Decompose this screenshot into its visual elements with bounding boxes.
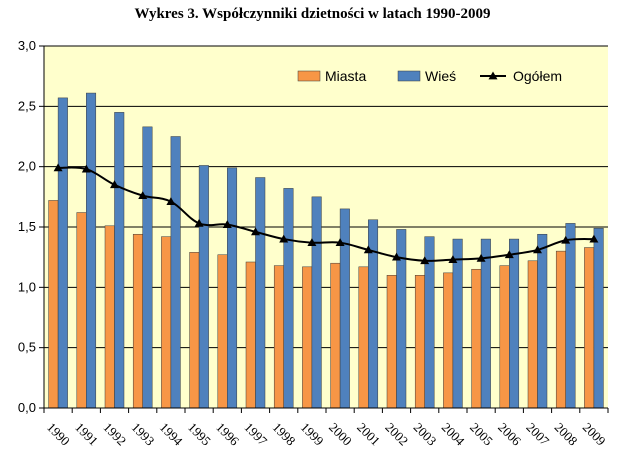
- x-tick-label: 1995: [185, 420, 214, 449]
- y-tick-label: 0,0: [18, 400, 36, 415]
- x-tick-label: 1992: [100, 420, 129, 449]
- bar-miasta: [48, 200, 59, 409]
- x-tick-label: 1994: [157, 420, 186, 449]
- legend-label: Miasta: [325, 68, 366, 84]
- bar-wies: [311, 196, 322, 409]
- marker-ogolem: [138, 191, 148, 200]
- marker-ogolem: [561, 235, 571, 244]
- bar-wies: [114, 112, 125, 409]
- bar-miasta: [245, 261, 256, 409]
- bar-wies: [452, 238, 463, 409]
- marker-ogolem: [420, 256, 430, 265]
- bar-wies: [227, 167, 238, 409]
- marker-ogolem: [448, 255, 458, 263]
- x-tick-label: 2009: [580, 420, 609, 449]
- marker-ogolem: [251, 227, 260, 236]
- bar-miasta: [161, 236, 172, 409]
- x-tick-label: 2008: [552, 420, 581, 449]
- marker-ogolem: [476, 253, 486, 262]
- bar-miasta: [414, 275, 425, 409]
- bar-wies: [255, 177, 266, 409]
- x-tick-label: 1990: [44, 420, 73, 449]
- bar-wies: [537, 233, 548, 409]
- x-tick-label: 2006: [495, 420, 524, 449]
- bar-wies: [198, 165, 209, 409]
- legend-swatch: [397, 70, 421, 82]
- y-tick-label: 1,0: [18, 279, 36, 294]
- marker-ogolem: [504, 250, 514, 259]
- x-tick-label: 1999: [298, 420, 327, 449]
- y-tick-label: 0,5: [18, 340, 36, 355]
- bar-wies: [283, 188, 294, 409]
- marker-ogolem: [392, 252, 401, 261]
- x-tick-label: 2007: [523, 420, 552, 449]
- bar-miasta: [358, 266, 369, 409]
- x-tick-label: 1997: [241, 420, 270, 449]
- bar-miasta: [443, 272, 454, 409]
- y-tick-label: 2,0: [18, 159, 36, 174]
- bar-wies: [57, 97, 68, 409]
- bar-wies: [593, 227, 604, 409]
- marker-ogolem: [335, 238, 345, 247]
- x-tick-label: 2002: [382, 420, 411, 449]
- bar-wies: [480, 238, 491, 409]
- bar-miasta: [217, 254, 228, 409]
- marker-ogolem: [307, 238, 317, 247]
- chart-title: Wykres 3. Współczynniki dzietności w lat…: [134, 6, 491, 22]
- x-tick-label: 1998: [270, 420, 299, 449]
- bar-wies: [86, 92, 97, 409]
- x-tick-label: 1996: [213, 420, 242, 449]
- bar-miasta: [104, 225, 115, 409]
- legend-label: Wieś: [425, 68, 456, 84]
- x-tick-label: 2000: [326, 420, 355, 449]
- bar-miasta: [386, 275, 397, 409]
- bar-wies: [565, 223, 576, 409]
- bar-miasta: [330, 262, 341, 409]
- bar-wies: [339, 208, 350, 409]
- marker-ogolem: [110, 180, 119, 189]
- bar-miasta: [76, 212, 87, 409]
- bar-miasta: [132, 233, 143, 409]
- marker-ogolem: [363, 245, 373, 254]
- x-tick-label: 2001: [354, 420, 383, 449]
- bar-miasta: [302, 266, 313, 409]
- bar-miasta: [471, 268, 482, 409]
- x-tick-label: 2003: [411, 420, 440, 449]
- marker-ogolem: [166, 197, 176, 206]
- x-tick-label: 2004: [439, 420, 468, 449]
- marker-ogolem: [222, 220, 232, 228]
- y-tick-label: 1,5: [18, 219, 36, 234]
- bar-miasta: [584, 247, 595, 409]
- marker-ogolem: [279, 234, 289, 243]
- legend-swatch: [297, 70, 321, 82]
- x-tick-label: 2005: [467, 420, 496, 449]
- bar-wies: [509, 238, 520, 409]
- marker-ogolem: [81, 164, 91, 173]
- y-tick-label: 3,0: [18, 38, 36, 53]
- bar-miasta: [189, 252, 200, 409]
- bar-miasta: [555, 250, 566, 409]
- bar-miasta: [527, 260, 538, 409]
- marker-ogolem: [194, 218, 204, 227]
- x-tick-label: 1991: [72, 420, 101, 449]
- bar-wies: [170, 136, 181, 409]
- marker-ogolem: [589, 234, 599, 243]
- x-tick-label: 1993: [129, 420, 158, 449]
- y-tick-label: 2,5: [18, 98, 36, 113]
- bar-miasta: [499, 265, 510, 409]
- bar-miasta: [273, 265, 284, 409]
- marker-ogolem: [533, 245, 542, 254]
- bar-wies: [142, 126, 153, 409]
- marker-ogolem: [53, 163, 63, 172]
- legend-marker: [488, 71, 498, 80]
- legend-label: Ogółem: [513, 68, 562, 84]
